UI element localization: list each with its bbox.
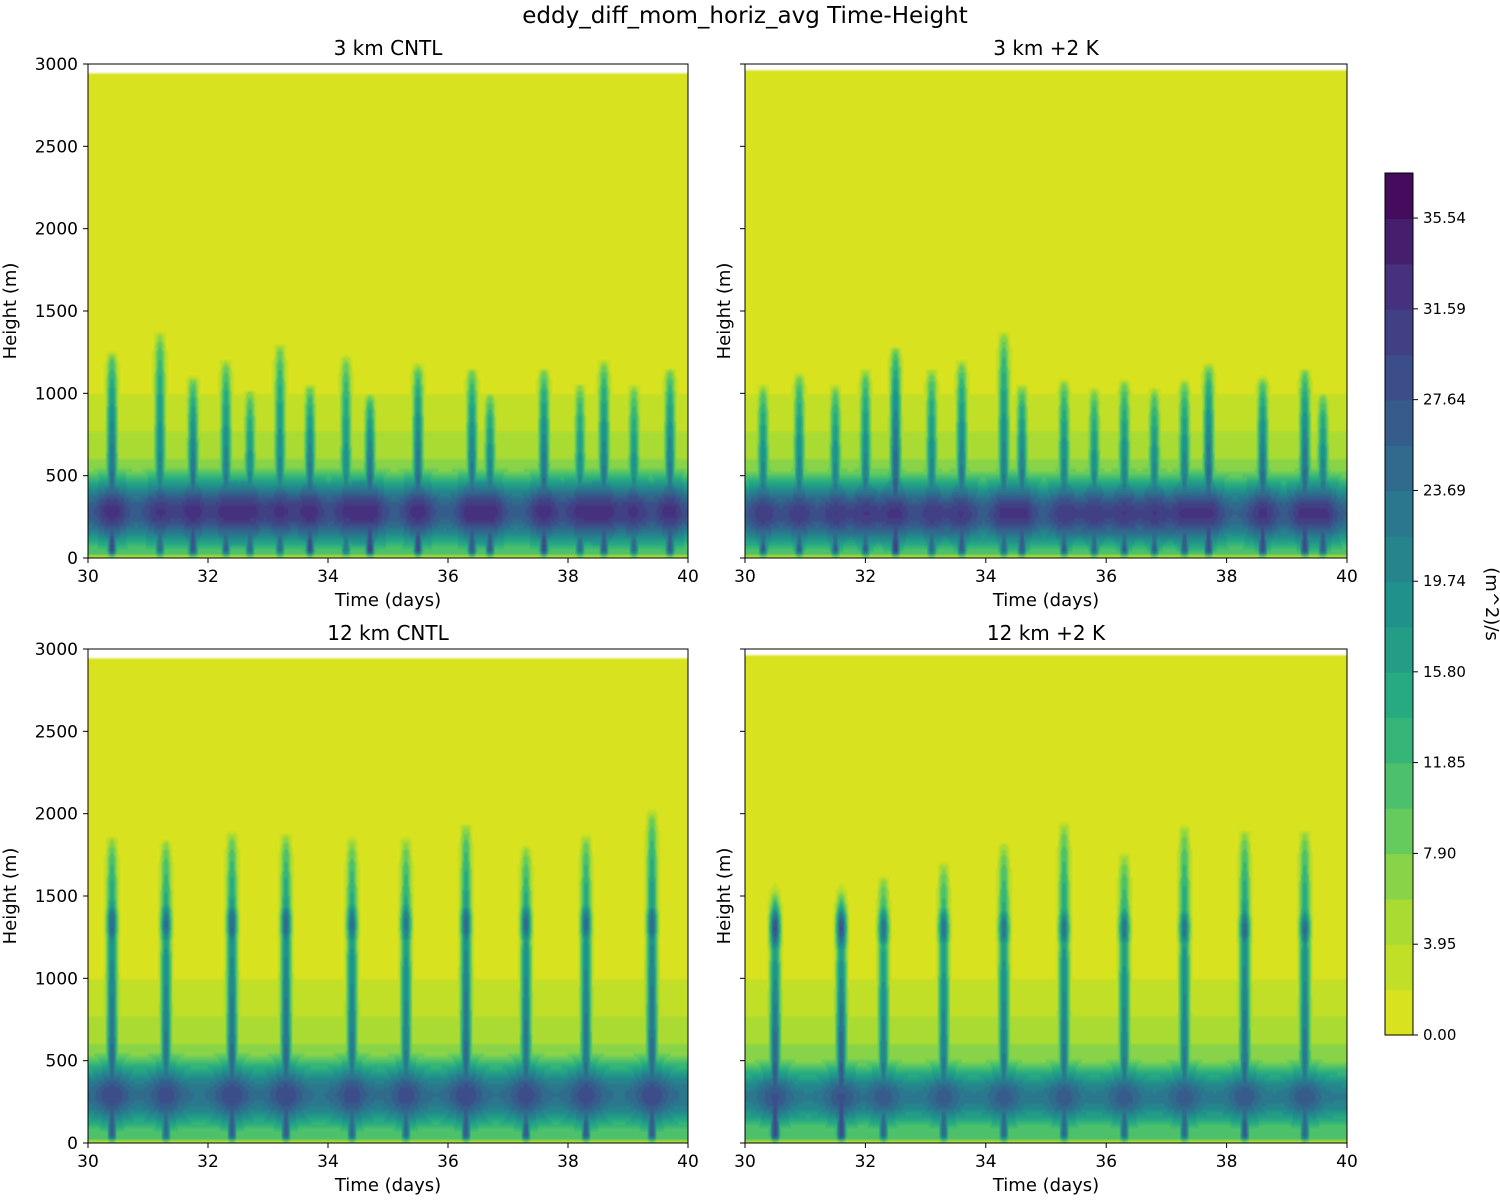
x-tick-label: 30 <box>734 567 756 587</box>
colorbar-segment <box>1385 581 1413 628</box>
y-tick-label: 1500 <box>35 887 78 907</box>
colorbar-tick-label: 11.85 <box>1423 754 1466 772</box>
colorbar-segment <box>1385 944 1413 991</box>
x-tick-label: 38 <box>557 1152 579 1172</box>
y-axis-label: Height (m) <box>714 848 735 945</box>
colorbar-tick-label: 31.59 <box>1423 300 1466 318</box>
panel-12km-cntl: 12 km CNTL 30 32 34 36 38 40 Time (days) 0 500 100… <box>0 621 699 1196</box>
x-tick-label: 34 <box>975 567 997 587</box>
y-tick-label: 0 <box>67 549 78 569</box>
colorbar-frame <box>1384 172 1414 1036</box>
colorbar-segment <box>1385 626 1413 673</box>
x-tick-label: 32 <box>855 1152 877 1172</box>
heatmap-field <box>745 649 1347 1143</box>
y-tick-label: 0 <box>67 1134 78 1154</box>
colorbar-tick-label: 7.90 <box>1423 844 1456 862</box>
x-tick-label: 40 <box>1336 567 1358 587</box>
y-tick-label: 2000 <box>35 220 78 240</box>
y-tick-label: 1000 <box>35 384 78 404</box>
colorbar-segment <box>1385 399 1413 446</box>
x-tick-label: 34 <box>317 1152 339 1172</box>
x-tick-label: 32 <box>197 567 219 587</box>
x-tick-label: 32 <box>197 1152 219 1172</box>
y-axis-label: Height (m) <box>714 263 735 360</box>
heatmap-field <box>745 64 1347 558</box>
y-tick-label: 2500 <box>35 137 78 157</box>
x-axis-label: Time (days) <box>992 1175 1099 1196</box>
x-axis-label: Time (days) <box>334 1175 441 1196</box>
x-tick-label: 36 <box>437 567 459 587</box>
colorbar-segment <box>1385 989 1413 1036</box>
x-axis-label: Time (days) <box>992 590 1099 611</box>
panel-title: 3 km CNTL <box>334 36 444 60</box>
y-tick-label: 500 <box>46 467 78 487</box>
x-tick-label: 30 <box>77 567 99 587</box>
colorbar-segment <box>1385 354 1413 401</box>
colorbar-tick-label: 3.95 <box>1423 935 1456 953</box>
colorbar-segment <box>1385 717 1413 764</box>
x-axis-label: Time (days) <box>334 590 441 611</box>
x-tick-label: 40 <box>677 567 699 587</box>
colorbar-segment <box>1385 853 1413 900</box>
colorbar-segment <box>1385 445 1413 492</box>
heatmap-field <box>88 649 688 1143</box>
x-tick-label: 34 <box>975 1152 997 1172</box>
colorbar-segment <box>1385 218 1413 265</box>
colorbar-segment <box>1385 762 1413 809</box>
heatmap-field <box>88 64 688 558</box>
colorbar-segment <box>1385 309 1413 356</box>
y-tick-label: 1500 <box>35 302 78 322</box>
colorbar-segment <box>1385 535 1413 582</box>
y-tick-label: 3000 <box>35 55 78 75</box>
y-tick-label: 3000 <box>35 640 78 660</box>
figure-title: eddy_diff_mom_horiz_avg Time-Height <box>522 3 967 29</box>
colorbar: 0.00 3.95 7.90 11.85 15.80 19.74 23.69 27.64 31.… <box>1384 172 1500 1044</box>
x-tick-label: 36 <box>437 1152 459 1172</box>
panel-3km-plus2k: 3 km +2 K 30 32 34 36 38 40 Time (days) Height (… <box>714 36 1358 611</box>
colorbar-label: (m^2)/s <box>1481 567 1500 641</box>
colorbar-tick-label: 35.54 <box>1423 209 1466 227</box>
x-tick-label: 32 <box>855 567 877 587</box>
panel-12km-plus2k: 12 km +2 K 30 32 34 36 38 40 Time (days) Height … <box>714 621 1358 1196</box>
x-tick-label: 34 <box>317 567 339 587</box>
y-tick-label: 2500 <box>35 722 78 742</box>
x-tick-label: 38 <box>1216 1152 1238 1172</box>
colorbar-segment <box>1385 898 1413 945</box>
x-tick-label: 40 <box>1336 1152 1358 1172</box>
colorbar-segment <box>1385 173 1413 219</box>
colorbar-tick-label: 0.00 <box>1423 1026 1456 1044</box>
colorbar-tick-label: 19.74 <box>1423 572 1466 590</box>
colorbar-segment <box>1385 808 1413 855</box>
x-tick-label: 38 <box>557 567 579 587</box>
colorbar-segment <box>1385 672 1413 719</box>
colorbar-segment <box>1385 263 1413 310</box>
y-tick-label: 500 <box>46 1052 78 1072</box>
x-tick-label: 30 <box>77 1152 99 1172</box>
y-axis-label: Height (m) <box>0 263 21 360</box>
x-tick-label: 40 <box>677 1152 699 1172</box>
x-tick-label: 36 <box>1095 567 1117 587</box>
y-axis-label: Height (m) <box>0 848 21 945</box>
panel-title: 12 km CNTL <box>327 621 449 645</box>
panel-title: 12 km +2 K <box>987 621 1106 645</box>
y-tick-label: 1000 <box>35 969 78 989</box>
x-tick-label: 36 <box>1095 1152 1117 1172</box>
colorbar-tick-label: 15.80 <box>1423 663 1466 681</box>
colorbar-tick-label: 27.64 <box>1423 391 1466 409</box>
panel-title: 3 km +2 K <box>993 36 1099 60</box>
panel-3km-cntl: 3 km CNTL 30 32 34 36 38 40 Time (days) 0 500 1000… <box>0 36 699 611</box>
x-tick-label: 38 <box>1216 567 1238 587</box>
colorbar-tick-label: 23.69 <box>1423 481 1466 499</box>
y-tick-label: 2000 <box>35 805 78 825</box>
colorbar-segment <box>1385 490 1413 537</box>
x-tick-label: 30 <box>734 1152 756 1172</box>
